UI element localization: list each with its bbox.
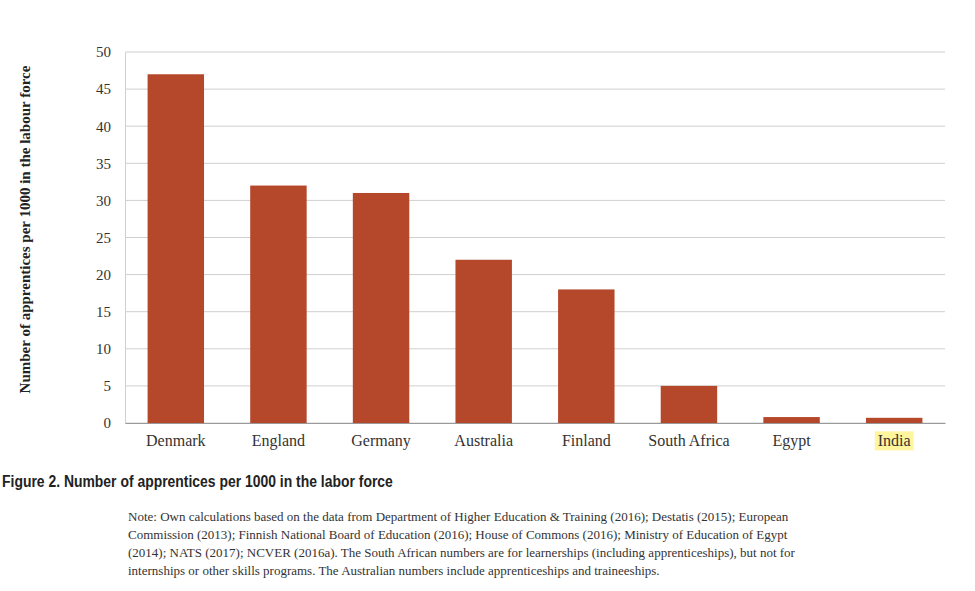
grid bbox=[125, 52, 945, 423]
tick: 20 bbox=[96, 267, 111, 283]
grid-line bbox=[125, 89, 945, 90]
bar bbox=[250, 186, 306, 423]
tick-label: 0 bbox=[104, 415, 112, 431]
note-line: (2014); NATS (2017); NCVER (2016a). The … bbox=[128, 545, 796, 560]
note-line: Note: Own calculations based on the data… bbox=[128, 509, 789, 524]
tick: 15 bbox=[96, 304, 111, 320]
axis-line bbox=[126, 423, 946, 424]
tick: India bbox=[875, 431, 914, 450]
grid-line bbox=[125, 311, 945, 312]
note: Note: Own calculations based on the data… bbox=[128, 509, 796, 578]
note-line: Commission (2013); Finnish National Boar… bbox=[128, 527, 788, 542]
axis-line bbox=[125, 53, 126, 424]
tick-label: Denmark bbox=[146, 432, 206, 449]
bar bbox=[148, 74, 204, 423]
grid-line bbox=[125, 423, 945, 424]
note-line: internships or other skills programs. Th… bbox=[128, 563, 660, 578]
tick-label: South Africa bbox=[648, 432, 729, 449]
grid-line bbox=[125, 274, 945, 275]
tick: Germany bbox=[351, 432, 411, 450]
y-axis: 0 5 10 15 20 25 30 35 40 45 50 bbox=[96, 44, 126, 431]
grid-line bbox=[125, 163, 945, 164]
tick-label: Egypt bbox=[772, 432, 811, 450]
tick: Australia bbox=[454, 432, 513, 449]
bars bbox=[148, 74, 923, 423]
tick-label: England bbox=[252, 432, 305, 450]
tick-label: India bbox=[878, 432, 911, 449]
tick-label: Germany bbox=[351, 432, 411, 450]
tick-label: 40 bbox=[96, 119, 111, 135]
tick-label: Finland bbox=[562, 432, 611, 449]
bar bbox=[455, 260, 511, 423]
tick: 25 bbox=[96, 230, 111, 246]
title: Figure 2. Number of apprentices per 1000… bbox=[2, 472, 393, 491]
tick: 30 bbox=[96, 193, 111, 209]
tick-label: 45 bbox=[96, 81, 111, 97]
tick: 0 bbox=[104, 415, 112, 431]
tick: 5 bbox=[104, 378, 112, 394]
tick: Finland bbox=[562, 432, 611, 449]
tick: 40 bbox=[96, 119, 111, 135]
grid-line bbox=[125, 237, 945, 238]
tick-label: 50 bbox=[96, 44, 111, 60]
bar bbox=[866, 418, 922, 423]
bar bbox=[353, 193, 409, 423]
grid-line bbox=[125, 348, 945, 349]
tick: 10 bbox=[96, 341, 111, 357]
grid-line bbox=[125, 385, 945, 386]
tick-label: 20 bbox=[96, 267, 111, 283]
tick: South Africa bbox=[648, 432, 729, 449]
tick-label: 35 bbox=[96, 156, 111, 172]
bar bbox=[558, 289, 614, 423]
tick: Denmark bbox=[146, 432, 206, 449]
grid-line bbox=[125, 126, 945, 127]
tick: 50 bbox=[96, 44, 111, 60]
tick-label: 30 bbox=[96, 193, 111, 209]
grid-line bbox=[125, 52, 945, 53]
tick: England bbox=[252, 432, 305, 450]
tick-label: 10 bbox=[96, 341, 111, 357]
tick: 45 bbox=[96, 81, 111, 97]
tick: 35 bbox=[96, 156, 111, 172]
highlight bbox=[875, 431, 914, 450]
tick-label: 5 bbox=[104, 378, 112, 394]
tick-label: Australia bbox=[454, 432, 513, 449]
tick-label: 25 bbox=[96, 230, 111, 246]
tick: Egypt bbox=[772, 432, 811, 450]
x-axis: Denmark England Germany Australia Finland Sou… bbox=[126, 424, 946, 451]
bar bbox=[661, 386, 717, 423]
chart: 0 5 10 15 20 25 30 35 40 45 50 Denmark England German… bbox=[0, 0, 975, 591]
y-axis-title: Number of apprentices per 1000 in the la… bbox=[17, 65, 33, 393]
tick-label: 15 bbox=[96, 304, 111, 320]
bar bbox=[763, 417, 819, 423]
grid-line bbox=[125, 200, 945, 201]
